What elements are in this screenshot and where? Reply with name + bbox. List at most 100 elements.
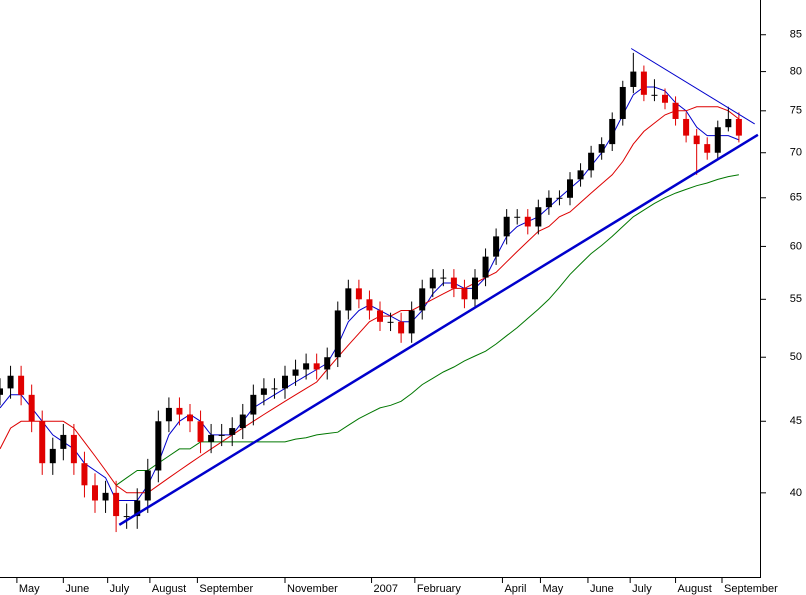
candle-body: [282, 375, 288, 389]
candle-body: [355, 288, 362, 300]
candle-body: [0, 388, 3, 395]
candle-body: [81, 463, 88, 486]
y-tick-label: 60: [790, 240, 802, 252]
x-tick-label: July: [632, 583, 652, 595]
candle-body: [102, 492, 109, 501]
candle-body: [345, 288, 352, 311]
candle-body: [419, 288, 426, 311]
candle-body: [704, 144, 711, 153]
candle-body: [429, 277, 436, 289]
candle-body: [577, 170, 584, 180]
y-tick-label: 45: [790, 415, 802, 427]
x-tick-label: September: [724, 583, 778, 595]
candle-body: [619, 86, 626, 119]
y-tick-label: 70: [790, 147, 802, 159]
candle-body: [662, 94, 668, 103]
candle-body: [482, 256, 489, 278]
candle-body: [144, 470, 151, 501]
candle-body: [640, 71, 647, 95]
candle-body: [165, 407, 172, 422]
candle-body: [693, 135, 700, 145]
candle-body: [28, 394, 35, 422]
candle-body: [598, 144, 605, 153]
x-tick-label: August: [678, 583, 712, 595]
candle-body: [440, 277, 447, 279]
candle-body: [514, 216, 521, 218]
candle-body: [334, 310, 341, 358]
y-tick-label: 75: [790, 105, 802, 117]
candle-body: [556, 197, 563, 199]
candle-body: [588, 152, 595, 171]
candle-body: [123, 516, 130, 518]
candle-body: [387, 321, 394, 323]
candle-body: [49, 448, 56, 464]
moving-average: [0, 106, 740, 494]
candle-body: [735, 118, 742, 136]
x-tick-label: August: [152, 583, 186, 595]
candle-body: [324, 357, 331, 370]
candle-body: [271, 388, 278, 390]
candle-body: [229, 428, 236, 435]
candle-body: [366, 299, 373, 311]
candle-body: [134, 500, 141, 517]
candle-body: [472, 277, 478, 300]
candle-body: [218, 434, 225, 436]
candle-body: [567, 179, 573, 198]
candle-body: [187, 414, 193, 422]
candle-body: [260, 388, 267, 395]
candle-body: [493, 236, 500, 257]
x-tick-label: February: [417, 583, 462, 595]
candle-body: [92, 485, 98, 501]
candle-body: [303, 363, 310, 370]
candle-body: [197, 421, 204, 442]
x-tick-label: May: [542, 583, 563, 595]
candle-body: [524, 216, 531, 227]
candle-body: [208, 434, 215, 442]
candle-body: [683, 118, 690, 136]
y-tick-label: 85: [790, 29, 802, 41]
y-tick-label: 80: [790, 65, 802, 77]
y-tick-label: 50: [790, 351, 802, 363]
candle-body: [714, 127, 721, 153]
candle-body: [503, 216, 510, 237]
y-tick-label: 40: [790, 487, 802, 499]
y-tick-label: 55: [790, 293, 802, 305]
candle-body: [7, 375, 14, 389]
x-tick-label: May: [19, 583, 40, 595]
candle-body: [725, 118, 732, 128]
candle-body: [39, 421, 46, 464]
candle-body: [672, 102, 679, 119]
candle-body: [651, 94, 658, 96]
candle-body: [113, 492, 120, 517]
candle-body: [176, 407, 183, 415]
candle-body: [292, 369, 299, 376]
candle-body: [18, 375, 25, 395]
candle-body: [377, 310, 383, 322]
trendline: [630, 48, 755, 125]
trendline: [118, 133, 759, 526]
x-tick-label: July: [110, 583, 130, 595]
x-tick-label: November: [287, 583, 338, 595]
candle-body: [535, 207, 542, 227]
candle-body: [461, 288, 468, 300]
candle-body: [398, 321, 405, 334]
candle-body: [250, 394, 257, 415]
candle-body: [239, 414, 246, 429]
candle-body: [70, 434, 77, 464]
candle-body: [60, 434, 67, 449]
x-tick-label: June: [590, 583, 614, 595]
candle-body: [408, 310, 415, 334]
x-tick-label: 2007: [374, 583, 398, 595]
candle-body: [313, 363, 320, 370]
candle-body: [450, 277, 457, 289]
x-tick-label: September: [199, 583, 253, 595]
candle-body: [630, 71, 637, 87]
candle-body: [155, 421, 162, 471]
candle-body: [545, 197, 552, 208]
moving-average: [115, 174, 739, 486]
x-tick-label: June: [65, 583, 89, 595]
candle-body: [609, 118, 616, 145]
x-tick-label: April: [504, 583, 526, 595]
